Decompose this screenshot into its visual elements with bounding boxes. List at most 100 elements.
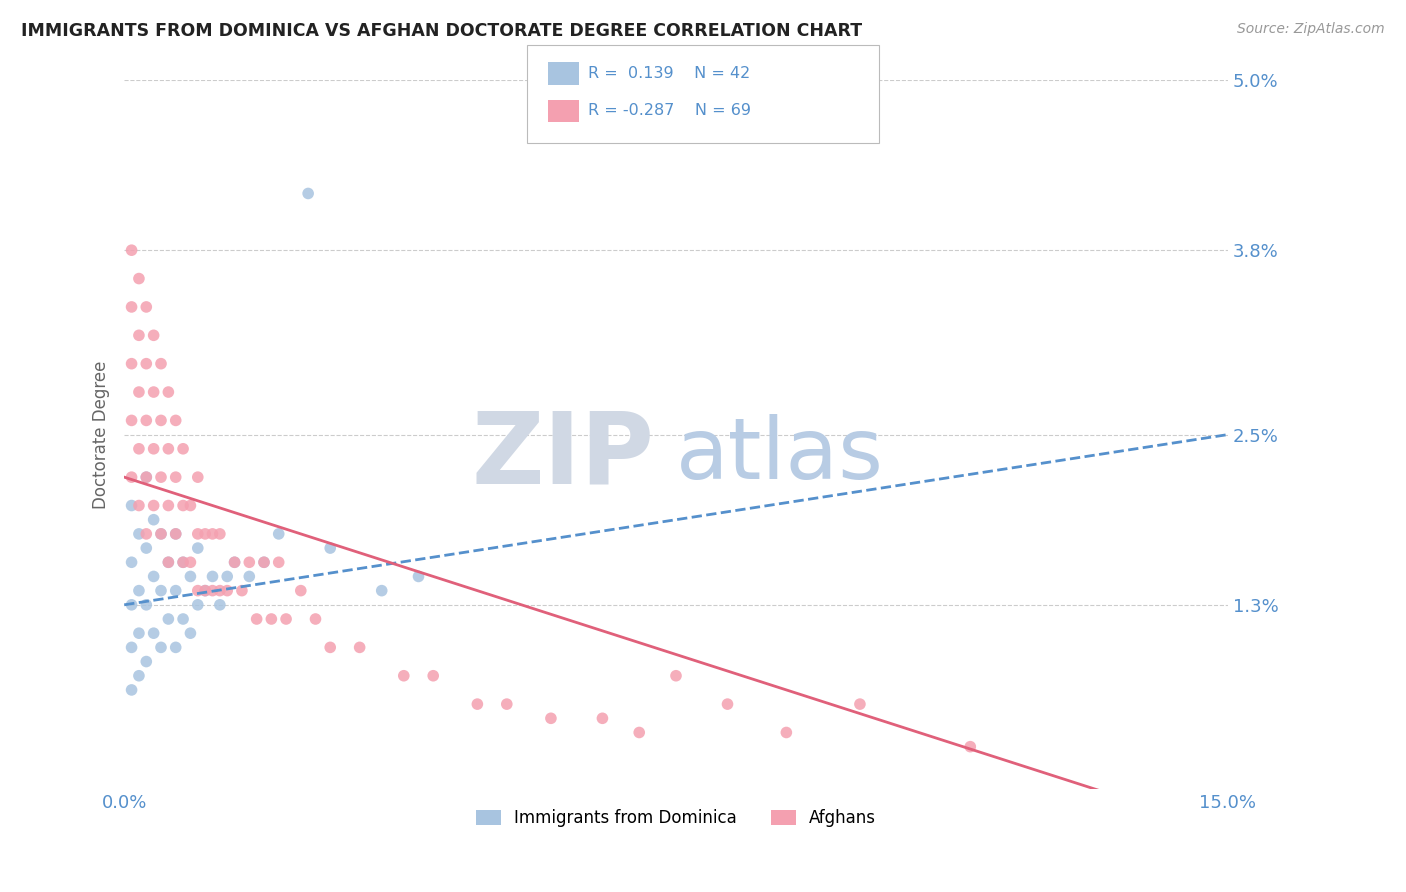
Point xyxy=(121,640,143,655)
Point xyxy=(157,555,180,569)
Point xyxy=(128,626,150,640)
Point xyxy=(135,527,157,541)
Text: R =  0.139    N = 42: R = 0.139 N = 42 xyxy=(588,66,749,80)
Point xyxy=(253,555,276,569)
Text: atlas: atlas xyxy=(676,415,884,498)
Point xyxy=(665,669,688,683)
Point xyxy=(208,583,231,598)
Point xyxy=(217,569,239,583)
Point xyxy=(208,598,231,612)
Point xyxy=(959,739,981,754)
Point xyxy=(179,555,201,569)
Point xyxy=(128,328,150,343)
Point xyxy=(121,470,143,484)
Point xyxy=(142,328,165,343)
Point xyxy=(274,612,297,626)
Point xyxy=(540,711,562,725)
Point xyxy=(467,697,489,711)
Point xyxy=(142,385,165,400)
Point xyxy=(142,626,165,640)
Point xyxy=(179,499,201,513)
Text: R = -0.287    N = 69: R = -0.287 N = 69 xyxy=(588,103,751,118)
Point xyxy=(128,669,150,683)
Point xyxy=(142,442,165,456)
Point xyxy=(150,527,173,541)
Point xyxy=(121,357,143,371)
Point xyxy=(304,612,326,626)
Point xyxy=(172,499,194,513)
Point xyxy=(157,385,180,400)
Point xyxy=(187,583,209,598)
Point xyxy=(253,555,276,569)
Point xyxy=(267,527,290,541)
Point xyxy=(121,598,143,612)
Point xyxy=(165,413,187,427)
Point xyxy=(135,598,157,612)
Point xyxy=(716,697,738,711)
Point xyxy=(208,527,231,541)
Point xyxy=(238,555,260,569)
Point xyxy=(121,682,143,697)
Point xyxy=(165,527,187,541)
Point xyxy=(165,470,187,484)
Point xyxy=(150,583,173,598)
Point xyxy=(179,569,201,583)
Point xyxy=(121,555,143,569)
Point xyxy=(157,612,180,626)
Point xyxy=(135,413,157,427)
Point xyxy=(370,583,392,598)
Point xyxy=(135,357,157,371)
Point xyxy=(187,541,209,555)
Point xyxy=(201,583,224,598)
Point xyxy=(172,442,194,456)
Point xyxy=(150,527,173,541)
Point xyxy=(172,555,194,569)
Point xyxy=(157,555,180,569)
Point xyxy=(231,583,253,598)
Point xyxy=(775,725,797,739)
Point xyxy=(246,612,269,626)
Point xyxy=(628,725,651,739)
Point xyxy=(179,626,201,640)
Point xyxy=(495,697,517,711)
Point xyxy=(121,300,143,314)
Point xyxy=(121,499,143,513)
Point xyxy=(142,513,165,527)
Text: Source: ZipAtlas.com: Source: ZipAtlas.com xyxy=(1237,22,1385,37)
Point xyxy=(157,442,180,456)
Y-axis label: Doctorate Degree: Doctorate Degree xyxy=(93,360,110,508)
Point xyxy=(290,583,312,598)
Point xyxy=(349,640,371,655)
Point xyxy=(408,569,430,583)
Point xyxy=(201,569,224,583)
Point xyxy=(267,555,290,569)
Point xyxy=(142,569,165,583)
Point xyxy=(142,499,165,513)
Point xyxy=(150,640,173,655)
Point xyxy=(217,583,239,598)
Point xyxy=(165,640,187,655)
Point xyxy=(121,243,143,257)
Point xyxy=(135,470,157,484)
Point xyxy=(187,470,209,484)
Point xyxy=(150,357,173,371)
Point xyxy=(194,527,217,541)
Point xyxy=(157,499,180,513)
Point xyxy=(128,442,150,456)
Point xyxy=(422,669,444,683)
Point xyxy=(224,555,246,569)
Point xyxy=(150,413,173,427)
Point xyxy=(135,655,157,669)
Point xyxy=(319,640,342,655)
Point xyxy=(128,271,150,285)
Point xyxy=(319,541,342,555)
Point xyxy=(591,711,613,725)
Point xyxy=(297,186,319,201)
Point xyxy=(128,499,150,513)
Legend: Immigrants from Dominica, Afghans: Immigrants from Dominica, Afghans xyxy=(470,803,883,834)
Point xyxy=(135,541,157,555)
Point xyxy=(121,413,143,427)
Text: ZIP: ZIP xyxy=(471,408,654,504)
Text: IMMIGRANTS FROM DOMINICA VS AFGHAN DOCTORATE DEGREE CORRELATION CHART: IMMIGRANTS FROM DOMINICA VS AFGHAN DOCTO… xyxy=(21,22,862,40)
Point xyxy=(849,697,872,711)
